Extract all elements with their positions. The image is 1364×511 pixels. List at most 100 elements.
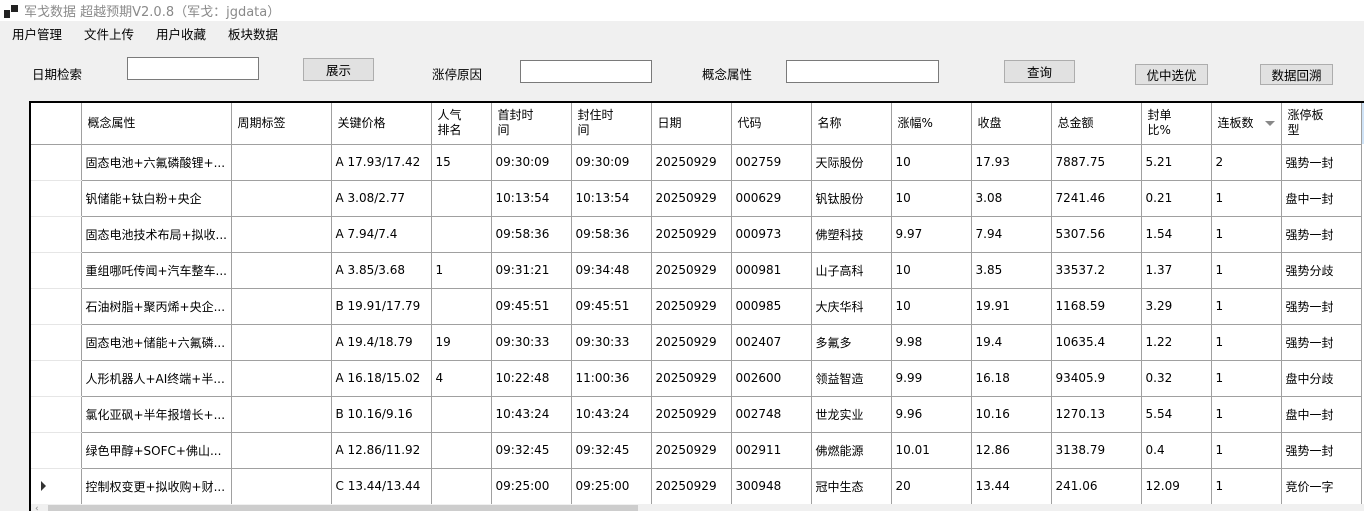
cell-first-seal-time[interactable]: 09:45:51: [491, 288, 572, 325]
cell-date[interactable]: 20250929: [651, 360, 732, 397]
cell-limit-type[interactable]: 强势一封: [1281, 432, 1362, 469]
cell-consecutive-boards[interactable]: 1: [1211, 468, 1282, 505]
column-header-seal-ratio[interactable]: 封单 比%: [1141, 103, 1212, 145]
cell-key-price[interactable]: C 13.44/13.44: [331, 468, 432, 505]
column-header-period-tag[interactable]: 周期标签: [231, 103, 332, 145]
column-header-code[interactable]: 代码: [731, 103, 812, 145]
cell-code[interactable]: 000981: [731, 252, 812, 289]
cell-close[interactable]: 12.86: [971, 432, 1052, 469]
cell-concept[interactable]: 控制权变更+拟收购+财...: [81, 468, 232, 505]
cell-total-amount[interactable]: 10635.4: [1051, 324, 1142, 361]
cell-consecutive-boards[interactable]: 1: [1211, 396, 1282, 433]
row-header[interactable]: [31, 468, 82, 505]
cell-key-price[interactable]: B 19.91/17.79: [331, 288, 432, 325]
cell-key-price[interactable]: A 17.93/17.42: [331, 144, 432, 181]
cell-popularity-rank[interactable]: 1: [431, 252, 492, 289]
cell-name[interactable]: 冠中生态: [811, 468, 892, 505]
cell-period-tag[interactable]: [231, 468, 332, 505]
cell-concept[interactable]: 石油树脂+聚丙烯+央企...: [81, 288, 232, 325]
table-row[interactable]: 钒储能+钛白粉+央企 A 3.08/2.77 10:13:54 10:13:54 202…: [31, 180, 1362, 217]
cell-seal-ratio[interactable]: 0.32: [1141, 360, 1212, 397]
cell-change-pct[interactable]: 10: [891, 252, 972, 289]
concept-input[interactable]: [786, 60, 939, 83]
cell-sealed-time[interactable]: 10:13:54: [571, 180, 652, 217]
cell-period-tag[interactable]: [231, 288, 332, 325]
cell-total-amount[interactable]: 5307.56: [1051, 216, 1142, 253]
column-header-date[interactable]: 日期: [651, 103, 732, 145]
cell-first-seal-time[interactable]: 10:43:24: [491, 396, 572, 433]
column-header-consecutive-boards[interactable]: 连板数: [1211, 103, 1282, 145]
row-header[interactable]: [31, 324, 82, 361]
cell-consecutive-boards[interactable]: 1: [1211, 360, 1282, 397]
cell-seal-ratio[interactable]: 1.54: [1141, 216, 1212, 253]
cell-limit-type[interactable]: 强势一封: [1281, 144, 1362, 181]
cell-limit-type[interactable]: 盘中一封: [1281, 180, 1362, 217]
cell-total-amount[interactable]: 7241.46: [1051, 180, 1142, 217]
cell-change-pct[interactable]: 20: [891, 468, 972, 505]
cell-date[interactable]: 20250929: [651, 180, 732, 217]
scroll-left-arrow-icon[interactable]: ‹: [35, 504, 39, 511]
cell-close[interactable]: 13.44: [971, 468, 1052, 505]
cell-change-pct[interactable]: 9.97: [891, 216, 972, 253]
cell-key-price[interactable]: A 7.94/7.4: [331, 216, 432, 253]
cell-first-seal-time[interactable]: 09:30:33: [491, 324, 572, 361]
limit-reason-input[interactable]: [520, 60, 652, 83]
cell-change-pct[interactable]: 10: [891, 180, 972, 217]
cell-popularity-rank[interactable]: 19: [431, 324, 492, 361]
cell-concept[interactable]: 氯化亚砜+半年报增长+...: [81, 396, 232, 433]
cell-first-seal-time[interactable]: 09:32:45: [491, 432, 572, 469]
data-grid[interactable]: 概念属性 周期标签 关键价格 人气 排名 首封时 间 封住时 间 日期 代码 名称 涨幅% 收盘 总金…: [29, 101, 1364, 511]
cell-concept[interactable]: 固态电池技术布局+拟收...: [81, 216, 232, 253]
cell-popularity-rank[interactable]: [431, 396, 492, 433]
cell-close[interactable]: 7.94: [971, 216, 1052, 253]
cell-total-amount[interactable]: 7887.75: [1051, 144, 1142, 181]
cell-sealed-time[interactable]: 09:32:45: [571, 432, 652, 469]
cell-sealed-time[interactable]: 09:25:00: [571, 468, 652, 505]
cell-popularity-rank[interactable]: 4: [431, 360, 492, 397]
cell-total-amount[interactable]: 1168.59: [1051, 288, 1142, 325]
cell-sealed-time[interactable]: 11:00:36: [571, 360, 652, 397]
cell-sealed-time[interactable]: 09:45:51: [571, 288, 652, 325]
cell-change-pct[interactable]: 10: [891, 144, 972, 181]
column-header-limit-type[interactable]: 涨停板 型: [1281, 103, 1362, 145]
cell-name[interactable]: 佛塑科技: [811, 216, 892, 253]
scrollbar-thumb[interactable]: [48, 505, 638, 511]
table-row[interactable]: 固态电池+六氟磷酸锂+... A 17.93/17.42 15 09:30:09 09:…: [31, 144, 1362, 181]
row-header[interactable]: [31, 360, 82, 397]
cell-change-pct[interactable]: 10.01: [891, 432, 972, 469]
cell-code[interactable]: 000973: [731, 216, 812, 253]
cell-popularity-rank[interactable]: [431, 180, 492, 217]
cell-limit-type[interactable]: 竞价一字: [1281, 468, 1362, 505]
cell-close[interactable]: 19.4: [971, 324, 1052, 361]
cell-date[interactable]: 20250929: [651, 288, 732, 325]
row-header[interactable]: [31, 396, 82, 433]
cell-total-amount[interactable]: 93405.9: [1051, 360, 1142, 397]
cell-name[interactable]: 大庆华科: [811, 288, 892, 325]
cell-name[interactable]: 多氟多: [811, 324, 892, 361]
cell-consecutive-boards[interactable]: 1: [1211, 324, 1282, 361]
column-header-total-amount[interactable]: 总金额: [1051, 103, 1142, 145]
query-button[interactable]: 查询: [1004, 60, 1075, 83]
cell-popularity-rank[interactable]: [431, 288, 492, 325]
cell-limit-type[interactable]: 盘中一封: [1281, 396, 1362, 433]
cell-seal-ratio[interactable]: 0.4: [1141, 432, 1212, 469]
cell-concept[interactable]: 绿色甲醇+SOFC+佛山...: [81, 432, 232, 469]
cell-key-price[interactable]: A 12.86/11.92: [331, 432, 432, 469]
cell-name[interactable]: 佛燃能源: [811, 432, 892, 469]
cell-period-tag[interactable]: [231, 216, 332, 253]
cell-first-seal-time[interactable]: 09:58:36: [491, 216, 572, 253]
cell-name[interactable]: 领益智造: [811, 360, 892, 397]
cell-popularity-rank[interactable]: [431, 432, 492, 469]
cell-close[interactable]: 10.16: [971, 396, 1052, 433]
column-header-sealed-time[interactable]: 封住时 间: [571, 103, 652, 145]
select-best-button[interactable]: 优中选优: [1135, 64, 1208, 85]
cell-first-seal-time[interactable]: 10:13:54: [491, 180, 572, 217]
cell-first-seal-time[interactable]: 09:30:09: [491, 144, 572, 181]
cell-close[interactable]: 17.93: [971, 144, 1052, 181]
cell-code[interactable]: 002748: [731, 396, 812, 433]
cell-limit-type[interactable]: 强势一封: [1281, 324, 1362, 361]
column-header-name[interactable]: 名称: [811, 103, 892, 145]
cell-date[interactable]: 20250929: [651, 252, 732, 289]
cell-name[interactable]: 钒钛股份: [811, 180, 892, 217]
cell-close[interactable]: 19.91: [971, 288, 1052, 325]
